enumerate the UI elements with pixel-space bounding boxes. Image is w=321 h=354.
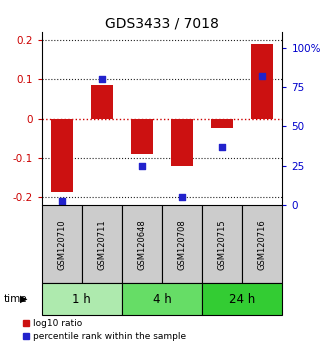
- FancyBboxPatch shape: [122, 283, 202, 315]
- Bar: [51, 119, 73, 192]
- Point: [59, 198, 64, 204]
- Legend: log10 ratio, percentile rank within the sample: log10 ratio, percentile rank within the …: [19, 315, 189, 345]
- Text: GSM120710: GSM120710: [57, 219, 66, 270]
- Point: [100, 76, 105, 82]
- FancyBboxPatch shape: [82, 205, 122, 283]
- Bar: [91, 85, 113, 119]
- Bar: [131, 119, 153, 154]
- FancyBboxPatch shape: [202, 205, 242, 283]
- Title: GDS3433 / 7018: GDS3433 / 7018: [105, 17, 219, 31]
- FancyBboxPatch shape: [162, 205, 202, 283]
- Text: ▶: ▶: [20, 294, 28, 304]
- Text: GSM120711: GSM120711: [97, 219, 107, 270]
- FancyBboxPatch shape: [242, 205, 282, 283]
- Text: 24 h: 24 h: [229, 293, 256, 306]
- Point: [260, 73, 265, 79]
- Point: [220, 144, 225, 150]
- Text: GSM120648: GSM120648: [137, 219, 147, 270]
- Text: 1 h: 1 h: [73, 293, 91, 306]
- FancyBboxPatch shape: [42, 205, 82, 283]
- Text: time: time: [3, 294, 27, 304]
- FancyBboxPatch shape: [122, 205, 162, 283]
- Text: GSM120716: GSM120716: [258, 219, 267, 270]
- FancyBboxPatch shape: [42, 283, 122, 315]
- FancyBboxPatch shape: [202, 283, 282, 315]
- Text: GSM120708: GSM120708: [178, 219, 187, 270]
- Point: [180, 195, 185, 200]
- Text: 4 h: 4 h: [153, 293, 171, 306]
- Bar: [211, 119, 233, 129]
- Bar: [251, 44, 273, 119]
- Bar: [171, 119, 193, 166]
- Text: GSM120715: GSM120715: [218, 219, 227, 270]
- Point: [140, 163, 145, 169]
